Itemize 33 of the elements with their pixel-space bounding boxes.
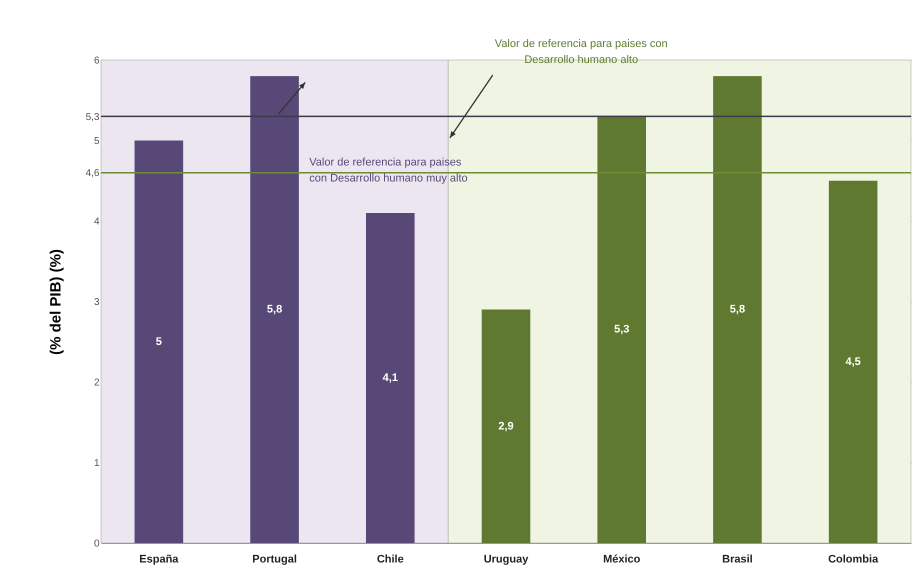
y-tick-label: 5,3 [86,112,100,123]
y-tick-label: 3 [94,297,100,308]
x-tick-label: Brasil [722,554,753,566]
data-label: 4,5 [845,356,861,368]
data-label: 5,8 [266,304,282,316]
y-tick-label: 5 [94,136,100,147]
bar [828,180,878,543]
x-tick-label: España [139,554,180,566]
x-tick-label: Colombia [828,554,880,566]
y-tick-label: 6 [94,56,100,66]
data-label: 5,8 [730,304,746,316]
bar [713,76,762,543]
x-tick-label: Uruguay [484,554,530,566]
bar [366,212,415,543]
y-axis-title: (% del PIB) (%) [48,249,65,355]
data-label: 5 [156,336,162,348]
bar [482,310,530,543]
y-tick-label: 4 [94,216,100,228]
x-tick-label: Chile [376,554,404,566]
y-tick-label: 0 [94,538,100,550]
annotation: Valor de referencia para paises con Desarrollo humano muy alto [309,156,468,185]
bar [250,76,299,543]
data-label: 2,9 [498,420,514,432]
x-tick-label: Portugal [252,554,297,566]
y-tick-label: 4,6 [86,168,100,180]
data-label: 4,1 [382,372,398,384]
bar [134,140,184,543]
y-tick-label: 1 [94,458,100,469]
y-tick-label: 2 [94,378,100,388]
x-tick-label: México [603,554,641,566]
annotation: Valor de referencia para paises con Desarrollo humano alto [494,38,668,66]
bar [597,116,646,543]
data-label: 5,3 [614,324,630,336]
